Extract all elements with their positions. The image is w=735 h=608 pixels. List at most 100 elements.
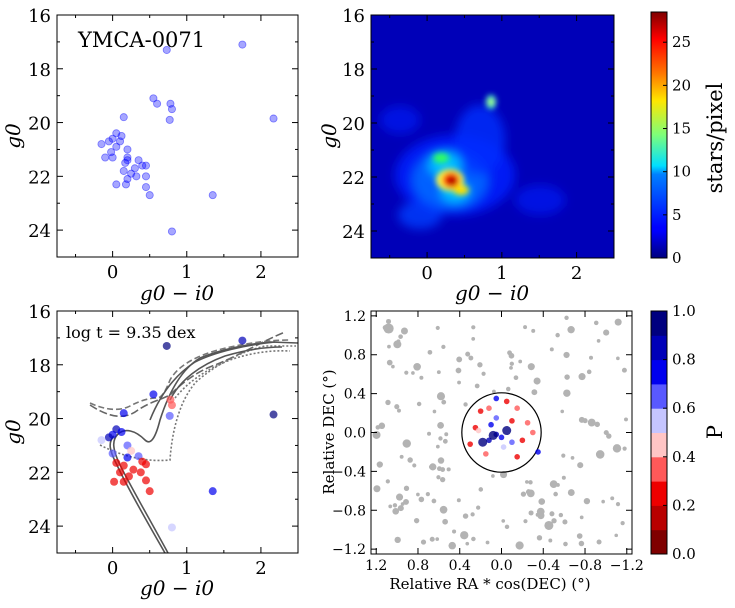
field-star bbox=[564, 315, 569, 320]
y-tick-label: 18 bbox=[342, 60, 365, 81]
field-star bbox=[383, 323, 394, 334]
colorbar-label: stars/pixel bbox=[703, 82, 727, 193]
y-tick-label: 1.2 bbox=[344, 309, 366, 325]
field-star bbox=[481, 371, 486, 376]
star-point bbox=[165, 115, 174, 124]
member-point bbox=[108, 449, 117, 458]
x-tick-label: 0 bbox=[107, 262, 118, 283]
cluster-radius-circle bbox=[461, 392, 542, 473]
star-point bbox=[119, 113, 128, 122]
field-star bbox=[397, 505, 404, 512]
field-star bbox=[386, 318, 392, 325]
field-star bbox=[394, 536, 401, 544]
member-star bbox=[509, 439, 515, 446]
field-star bbox=[578, 540, 585, 547]
data-points bbox=[97, 336, 278, 532]
member-star bbox=[467, 441, 473, 447]
field-star bbox=[412, 463, 417, 468]
field-star bbox=[463, 402, 468, 407]
field-star bbox=[563, 541, 568, 547]
member-star bbox=[503, 398, 510, 405]
y-tick-label: 0.8 bbox=[344, 348, 366, 364]
field-star bbox=[620, 520, 625, 526]
field-star bbox=[531, 328, 536, 333]
field-star bbox=[492, 389, 496, 394]
field-star bbox=[397, 408, 401, 413]
field-star bbox=[531, 389, 538, 396]
xlabel-tl: g0 − i0 bbox=[140, 281, 214, 305]
field-star bbox=[392, 503, 398, 508]
x-tick-label: 0.8 bbox=[407, 558, 429, 574]
field-star bbox=[437, 421, 444, 429]
y-tick-label: 22 bbox=[342, 168, 365, 189]
axis-ticks: 0 1 2 16 18 20 22 24 bbox=[342, 6, 615, 284]
y-tick-label: −0.8 bbox=[332, 503, 366, 519]
field-star bbox=[470, 512, 475, 517]
member-point bbox=[119, 477, 128, 486]
member-star bbox=[498, 434, 505, 441]
star-point bbox=[108, 153, 117, 162]
field-star bbox=[413, 362, 421, 371]
y-tick-label: 20 bbox=[28, 114, 51, 135]
field-star bbox=[400, 502, 405, 506]
member-point bbox=[162, 341, 171, 350]
panel-cmd-isochrones: 0 1 2 16 18 20 22 24 log t = 9.35 dex bbox=[28, 302, 299, 579]
field-star bbox=[416, 492, 420, 497]
member-point bbox=[123, 453, 132, 462]
field-star bbox=[563, 389, 571, 397]
field-star bbox=[419, 375, 424, 380]
field-star bbox=[435, 325, 440, 331]
field-star bbox=[595, 450, 605, 459]
panel-density-map: 0 1 2 16 18 20 22 24 0 5 10 15 20 25 stars/pixel bbox=[342, 6, 727, 284]
x-tick-label: 1.2 bbox=[365, 558, 387, 574]
star-point bbox=[141, 161, 150, 170]
field-star bbox=[398, 334, 403, 339]
field-star bbox=[436, 370, 441, 375]
field-star bbox=[431, 498, 437, 504]
field-star bbox=[624, 417, 628, 422]
field-star bbox=[614, 318, 622, 326]
y-tick-label: 16 bbox=[342, 6, 365, 27]
member-point bbox=[141, 460, 150, 469]
y-tick-label: 20 bbox=[28, 410, 51, 431]
y-tick-label: 0.0 bbox=[344, 426, 366, 442]
field-star bbox=[471, 325, 476, 330]
field-star bbox=[457, 380, 461, 385]
star-point bbox=[130, 164, 139, 173]
star-point bbox=[116, 137, 125, 146]
star-point bbox=[162, 45, 171, 54]
member-star bbox=[519, 437, 526, 444]
field-star bbox=[579, 515, 584, 520]
member-star bbox=[488, 421, 494, 428]
member-point bbox=[167, 401, 176, 410]
field-star bbox=[621, 367, 627, 373]
member-star bbox=[483, 451, 489, 457]
x-tick-label: 1 bbox=[496, 263, 507, 284]
colorbar-tick-label: 0.0 bbox=[672, 545, 696, 563]
field-star bbox=[603, 329, 610, 336]
star-point bbox=[238, 40, 247, 49]
x-tick-label: 1 bbox=[181, 262, 192, 283]
member-star bbox=[500, 444, 507, 450]
member-point bbox=[269, 410, 278, 419]
field-star bbox=[439, 476, 446, 483]
member-star bbox=[477, 408, 484, 414]
star-point bbox=[269, 114, 278, 123]
age-annotation: log t = 9.35 dex bbox=[66, 323, 196, 342]
colorbar-bin bbox=[651, 432, 667, 458]
star-point bbox=[104, 137, 113, 146]
star-point bbox=[153, 99, 162, 108]
field-star bbox=[465, 541, 470, 546]
field-star bbox=[606, 433, 612, 439]
field-star bbox=[582, 418, 588, 424]
star-point bbox=[127, 169, 136, 178]
member-point bbox=[208, 487, 217, 496]
field-star bbox=[386, 359, 393, 366]
field-star bbox=[474, 383, 480, 389]
field-star bbox=[509, 365, 513, 370]
colorbar-tick-label: 0.2 bbox=[672, 496, 696, 514]
member-star bbox=[488, 430, 498, 440]
field-star bbox=[402, 439, 411, 448]
star-point bbox=[112, 129, 121, 138]
